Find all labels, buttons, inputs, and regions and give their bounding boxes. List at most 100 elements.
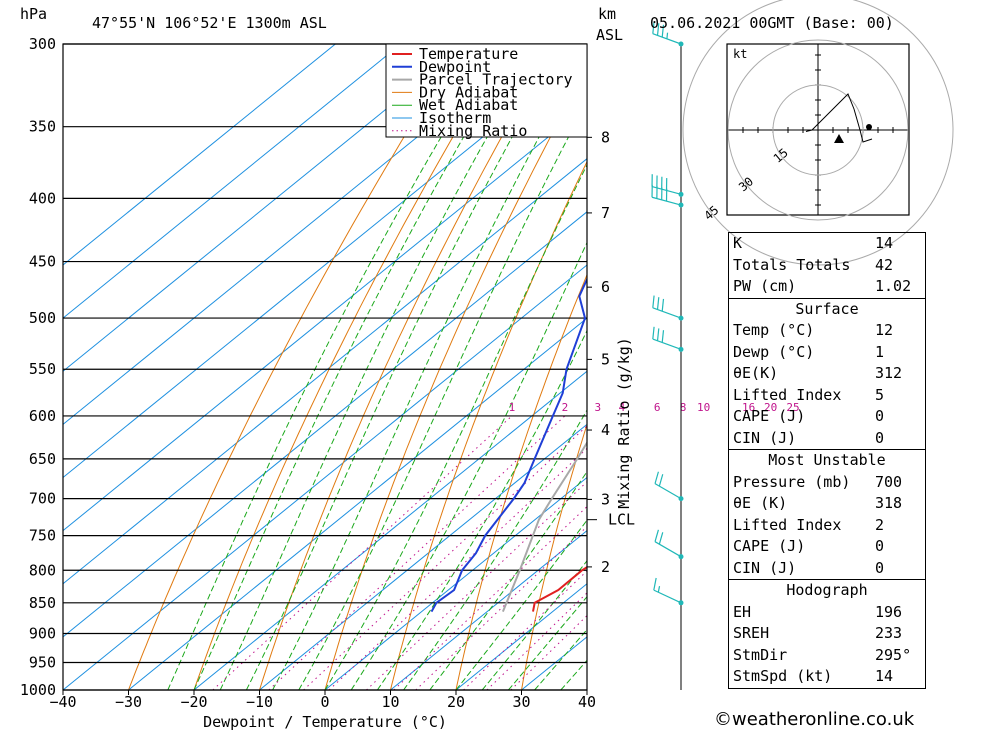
wind-barb-flag bbox=[658, 532, 664, 545]
index-value: 5 bbox=[875, 385, 885, 404]
hodograph-ring bbox=[727, 39, 909, 221]
index-value: 233 bbox=[875, 624, 903, 642]
index-value: 0 bbox=[875, 428, 885, 447]
km-tick-label: 7 bbox=[601, 204, 610, 222]
credit-text[interactable]: ©weatheronline.co.uk bbox=[714, 709, 915, 730]
mixing-ratio-line bbox=[303, 425, 587, 690]
mixing-ratio-label: 1 bbox=[509, 401, 516, 414]
wind-barb-flag bbox=[656, 328, 660, 341]
index-value: 0 bbox=[875, 537, 885, 555]
pressure-tick-label: 850 bbox=[29, 594, 56, 612]
wind-barb-half-flag bbox=[666, 32, 669, 39]
index-key: SREH bbox=[733, 624, 770, 642]
wind-barb bbox=[651, 174, 684, 197]
index-value: 12 bbox=[875, 321, 894, 339]
index-value: 312 bbox=[875, 364, 903, 382]
wind-barb-flag bbox=[656, 297, 660, 310]
mixing-ratio-label: 3 bbox=[594, 401, 601, 414]
x-axis-title: Dewpoint / Temperature (°C) bbox=[203, 713, 447, 731]
pressure-tick-label: 500 bbox=[29, 309, 56, 327]
pressure-tick-label: 400 bbox=[29, 189, 56, 207]
dry-adiabat-line bbox=[128, 44, 462, 690]
index-value: 318 bbox=[875, 494, 903, 512]
hodograph-box: Hodograph EH 196 SREH 233 StmDir 295° StmSp… bbox=[728, 579, 926, 689]
index-key: EH bbox=[733, 602, 752, 621]
wind-barb-dot bbox=[678, 202, 684, 208]
legend-box bbox=[385, 43, 588, 138]
mixing-ratio-label: 20 bbox=[764, 401, 777, 414]
index-row: CIN (J) 0 bbox=[729, 428, 925, 450]
index-key: Pressure (mb) bbox=[733, 472, 851, 491]
wind-barb bbox=[654, 471, 684, 502]
wind-barb-dot bbox=[678, 600, 684, 606]
mixing-ratio-label: 4 bbox=[619, 401, 626, 414]
wind-barb-dot bbox=[678, 191, 684, 197]
pressure-tick-label: 800 bbox=[29, 561, 56, 579]
mixing-ratio-label: 10 bbox=[697, 401, 710, 414]
wind-barb bbox=[652, 326, 684, 352]
index-value: 0 bbox=[875, 407, 885, 425]
wind-barb bbox=[652, 295, 684, 321]
wind-barb-flag bbox=[652, 326, 655, 340]
dry-adiabat-line bbox=[977, 26, 1000, 690]
index-value: 295° bbox=[875, 645, 912, 664]
wind-barb-flag bbox=[652, 21, 655, 34]
isotherm-line bbox=[259, 423, 587, 690]
indices-top-box: K 14 Totals Totals 42 PW (cm) 1.02 bbox=[728, 232, 926, 299]
x-tick-label: 20 bbox=[447, 693, 465, 711]
asl-label: ASL bbox=[596, 26, 623, 44]
km-tick-label: 2 bbox=[601, 558, 610, 576]
pressure-tick-label: 350 bbox=[29, 118, 56, 136]
pressure-tick-label: 950 bbox=[29, 653, 56, 671]
index-row: Lifted Index 2 bbox=[729, 515, 925, 537]
wind-barb-flag bbox=[661, 298, 665, 312]
wind-barb-flag bbox=[654, 529, 659, 542]
hodograph-ring-label: 45 bbox=[701, 203, 721, 223]
wet-adiabat-line bbox=[481, 560, 587, 690]
km-tick-label: 3 bbox=[601, 490, 610, 508]
index-row: Dewp (°C) 1 bbox=[729, 342, 925, 364]
index-key: θE(K) bbox=[733, 364, 779, 382]
wind-barb-dot bbox=[678, 315, 684, 321]
wet-adiabat-line bbox=[298, 100, 587, 690]
index-row: K 14 bbox=[729, 233, 925, 255]
wind-barb bbox=[652, 21, 684, 47]
dewpoint-line bbox=[430, 276, 587, 613]
index-row: Pressure (mb) 700 bbox=[729, 472, 925, 494]
index-key: StmDir bbox=[733, 645, 788, 664]
km-label: km bbox=[598, 5, 616, 23]
pressure-tick-label: 650 bbox=[29, 450, 56, 468]
index-key: StmSpd (kt) bbox=[733, 667, 833, 685]
index-key: PW (cm) bbox=[733, 277, 797, 295]
dry-adiabat-line bbox=[914, 26, 1000, 690]
wind-barb-flag bbox=[653, 577, 657, 591]
hpa-label: hPa bbox=[20, 5, 47, 23]
index-key: Lifted Index bbox=[733, 515, 842, 534]
index-row: CIN (J) 0 bbox=[729, 558, 925, 580]
mixing-ratio-line bbox=[393, 505, 587, 690]
pressure-tick-label: 1000 bbox=[20, 681, 56, 699]
hodograph-ring bbox=[682, 0, 954, 266]
index-key: CIN (J) bbox=[733, 558, 797, 577]
surface-wind-marker bbox=[866, 124, 872, 130]
index-row: CAPE (J) 0 bbox=[729, 536, 925, 558]
storm-motion-marker bbox=[834, 134, 844, 143]
datetime-title: 05.06.2021 00GMT (Base: 00) bbox=[650, 14, 894, 32]
km-tick-label: 8 bbox=[601, 128, 610, 146]
km-tick-label: 4 bbox=[601, 421, 610, 439]
wet-adiabat-line bbox=[403, 409, 587, 690]
index-row: Totals Totals 42 bbox=[729, 255, 925, 277]
index-row: CAPE (J) 0 bbox=[729, 406, 925, 428]
wet-adiabat-line bbox=[272, 48, 587, 690]
plot-frame bbox=[62, 43, 588, 691]
wind-barb-dot bbox=[678, 554, 684, 560]
wet-adiabat-line bbox=[193, 44, 519, 690]
x-tick-label: −10 bbox=[246, 693, 273, 711]
legend-item-label: Parcel Trajectory bbox=[419, 71, 573, 89]
wind-barb-flag bbox=[652, 295, 655, 308]
km-tick-label: 6 bbox=[601, 278, 610, 296]
wind-barb-dot bbox=[678, 346, 684, 352]
x-tick-label: −20 bbox=[180, 693, 207, 711]
mixing-ratio-line bbox=[268, 415, 566, 690]
